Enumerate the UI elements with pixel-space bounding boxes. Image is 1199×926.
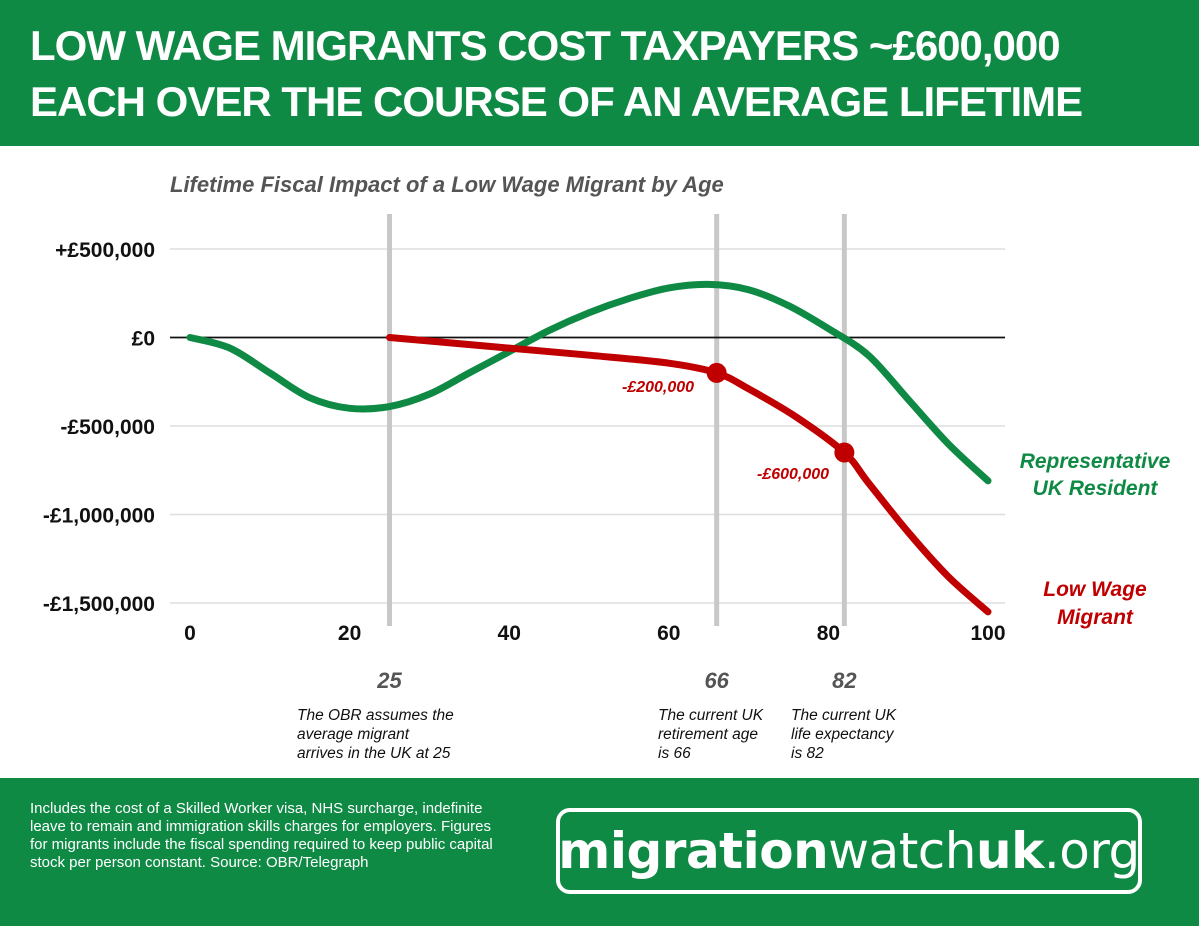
series-label-uk-resident: UK Resident (1033, 477, 1159, 500)
fiscal-impact-chart: Lifetime Fiscal Impact of a Low Wage Mig… (43, 172, 1171, 693)
marker-label: -£200,000 (622, 379, 694, 396)
marker-point (834, 442, 855, 463)
reference-age-label: 25 (376, 668, 402, 693)
headline-line-2: EACH OVER THE COURSE OF AN AVERAGE LIFET… (30, 78, 1083, 125)
brand-logo[interactable]: migration watch uk .org (556, 808, 1142, 894)
reference-note-25: The OBR assumes the average migrant arrive… (297, 706, 454, 763)
y-tick-label: -£500,000 (60, 416, 155, 439)
x-tick-label: 40 (498, 622, 521, 645)
series-label-low-wage-migrant: Migrant (1057, 606, 1134, 629)
x-tick-label: 20 (338, 622, 361, 645)
y-tick-label: -£1,000,000 (43, 505, 155, 528)
y-tick-label: +£500,000 (55, 239, 155, 262)
series-line-uk-resident (186, 280, 992, 485)
brand-part-uk: uk (976, 822, 1044, 880)
reference-note-line: retirement age (658, 726, 758, 743)
chart-title: Lifetime Fiscal Impact of a Low Wage Mig… (170, 172, 724, 197)
reference-note-line: is 66 (658, 745, 691, 762)
brand-part-migration: migration (558, 822, 829, 880)
reference-note-line: is 82 (791, 745, 824, 762)
series-label-low-wage-migrant: Low Wage (1043, 578, 1147, 601)
marker-point (706, 362, 727, 383)
y-tick-label: -£1,500,000 (43, 593, 155, 616)
x-tick-label: 80 (817, 622, 840, 645)
series-line-low-wage-migrant (386, 334, 992, 616)
x-tick-label: 60 (657, 622, 680, 645)
x-tick-label: 100 (970, 622, 1005, 645)
reference-note-line: The current UK (791, 707, 897, 724)
reference-age-label: 82 (832, 668, 857, 693)
headline-line-1: LOW WAGE MIGRANTS COST TAXPAYERS ~£600,0… (30, 22, 1061, 69)
reference-note-82: The current UK life expectancy is 82 (791, 706, 896, 763)
reference-note-line: arrives in the UK at 25 (297, 745, 451, 762)
series-label-uk-resident: Representative (1020, 450, 1171, 473)
reference-note-66: The current UK retirement age is 66 (658, 706, 763, 763)
x-tick-label: 0 (184, 622, 196, 645)
reference-note-line: average migrant (297, 726, 410, 743)
reference-note-line: life expectancy (791, 726, 894, 743)
footer-banner: Includes the cost of a Skilled Worker vi… (0, 778, 1199, 926)
y-tick-label: £0 (132, 328, 155, 351)
footnote-text: Includes the cost of a Skilled Worker vi… (30, 800, 493, 871)
reference-note-line: The current UK (658, 707, 764, 724)
reference-note-line: The OBR assumes the (297, 707, 454, 724)
brand-part-watch: watch (828, 822, 976, 880)
marker-label: -£600,000 (757, 466, 829, 483)
headline-banner: LOW WAGE MIGRANTS COST TAXPAYERS ~£600,0… (0, 0, 1199, 146)
reference-age-label: 66 (704, 668, 729, 693)
brand-part-org: .org (1043, 822, 1140, 880)
